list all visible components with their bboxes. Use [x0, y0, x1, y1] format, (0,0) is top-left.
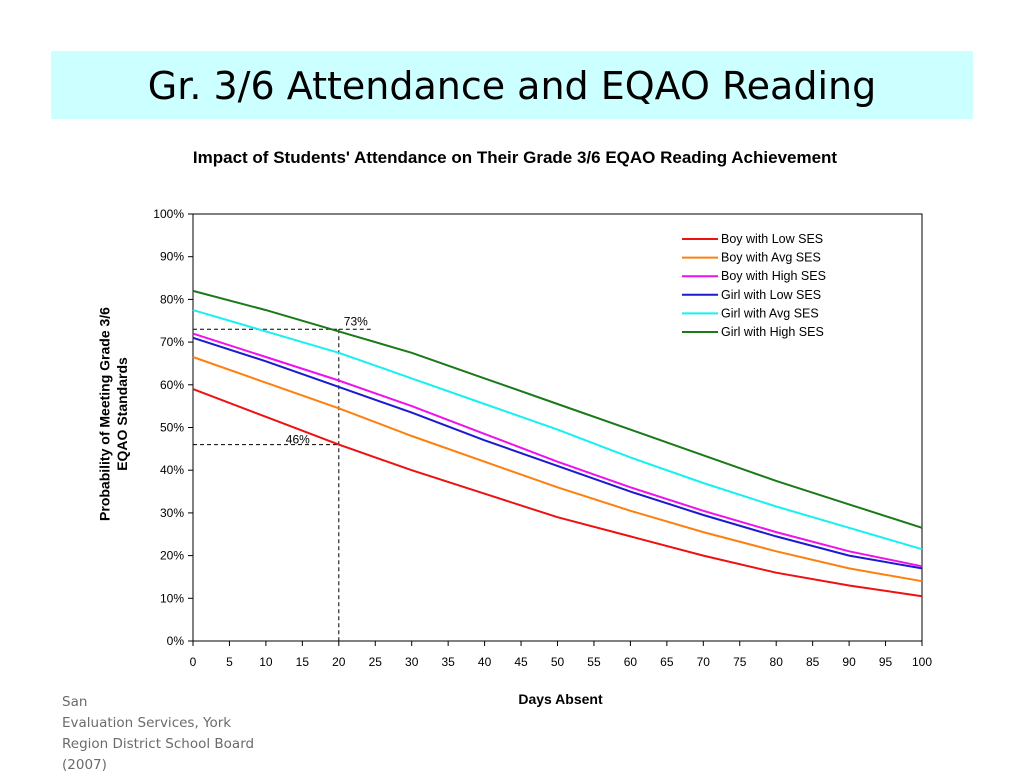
x-tick-label: 0	[190, 655, 197, 669]
x-tick-label: 45	[514, 655, 528, 669]
x-tick-label: 55	[587, 655, 601, 669]
x-axis-label: Days Absent	[518, 691, 603, 707]
x-tick-label: 20	[332, 655, 346, 669]
series-line-6	[192, 289, 923, 529]
x-tick-label: 50	[551, 655, 565, 669]
chart-title: Impact of Students' Attendance on Their …	[192, 148, 838, 167]
legend-label: Boy with Avg SES	[721, 251, 821, 265]
x-tick-label: 80	[770, 655, 784, 669]
y-tick-label: 0%	[167, 634, 185, 648]
y-tick-label: 80%	[160, 292, 184, 306]
x-tick-label: 75	[733, 655, 747, 669]
y-tick-label: 10%	[160, 591, 184, 605]
y-tick-label: 50%	[160, 421, 184, 435]
y-tick-label: 30%	[160, 506, 184, 520]
x-tick-label: 60	[624, 655, 638, 669]
legend-label: Boy with High SES	[721, 269, 826, 283]
x-tick-label: 90	[842, 655, 856, 669]
slide-title: Gr. 3/6 Attendance and EQAO Reading	[147, 64, 877, 108]
annotation-label: 46%	[286, 433, 310, 447]
x-tick-label: 100	[912, 655, 932, 669]
x-tick-label: 95	[879, 655, 893, 669]
credit-line-1: San	[62, 694, 88, 710]
y-tick-label: 100%	[153, 207, 184, 221]
x-tick-label: 30	[405, 655, 419, 669]
legend-label: Boy with Low SES	[721, 232, 823, 246]
legend-label: Girl with High SES	[721, 325, 824, 339]
legend-label: Girl with Low SES	[721, 288, 821, 302]
series-line-4	[192, 336, 923, 570]
y-tick-label: 40%	[160, 463, 184, 477]
x-tick-label: 35	[441, 655, 455, 669]
y-tick-label: 60%	[160, 378, 184, 392]
y-axis-label: Probability of Meeting Grade 3/6 EQAO Sta…	[97, 307, 131, 521]
y-axis-label-line: EQAO Standards	[114, 357, 130, 471]
x-tick-label: 40	[478, 655, 492, 669]
credit-line-4: (2007)	[62, 757, 107, 773]
y-tick-label: 20%	[160, 549, 184, 563]
x-tick-label: 15	[296, 655, 310, 669]
series-line-1	[192, 388, 923, 598]
annotation-label: 73%	[344, 314, 368, 328]
x-tick-label: 10	[259, 655, 273, 669]
y-tick-label: 70%	[160, 335, 184, 349]
series-line-3	[192, 332, 923, 568]
credit-line-3: Region District School Board	[62, 736, 255, 752]
x-tick-label: 5	[226, 655, 233, 669]
title-band: Gr. 3/6 Attendance and EQAO Reading	[51, 51, 973, 119]
y-axis-label-line: Probability of Meeting Grade 3/6	[97, 307, 113, 521]
credit-block: San Evaluation Services, York Region Dis…	[62, 692, 282, 776]
x-tick-label: 85	[806, 655, 820, 669]
credit-line-2: Evaluation Services, York	[62, 715, 232, 731]
x-tick-label: 70	[697, 655, 711, 669]
series-line-2	[192, 356, 923, 583]
x-tick-label: 25	[369, 655, 383, 669]
x-tick-label: 65	[660, 655, 674, 669]
legend-label: Girl with Avg SES	[721, 306, 819, 320]
series-line-5	[192, 309, 923, 551]
y-tick-label: 90%	[160, 250, 184, 264]
